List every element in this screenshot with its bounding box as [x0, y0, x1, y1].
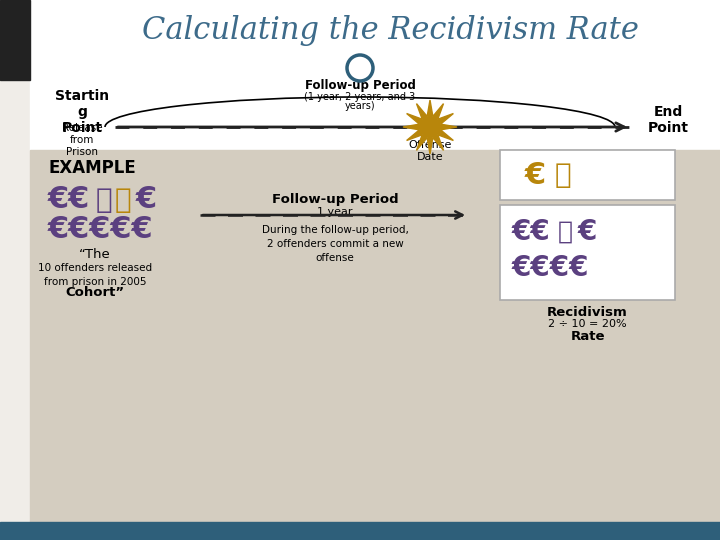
Text: (1 year, 2 years, and 3: (1 year, 2 years, and 3: [305, 92, 415, 102]
Text: €€: €€: [48, 186, 90, 214]
Bar: [500, 150, 675, 200]
Text: €€: €€: [512, 218, 551, 246]
Text: ⛹: ⛹: [96, 186, 112, 214]
Bar: [30, 150, 720, 522]
Text: ⛹: ⛹: [558, 220, 573, 244]
Text: End
Point: End Point: [647, 105, 688, 135]
Text: €€€€: €€€€: [512, 254, 590, 282]
Text: ⛹: ⛹: [554, 161, 571, 189]
Text: 2 ÷ 10 = 20%: 2 ÷ 10 = 20%: [548, 319, 627, 329]
Bar: [30, 0, 720, 150]
Bar: [0, 522, 720, 540]
Text: €: €: [578, 218, 598, 246]
Text: 1 year: 1 year: [318, 207, 353, 217]
Text: €€€€€: €€€€€: [48, 215, 153, 245]
Text: Calculating the Recidivism Rate: Calculating the Recidivism Rate: [142, 15, 639, 45]
Text: “The: “The: [79, 248, 111, 261]
Text: Cohort”: Cohort”: [66, 286, 125, 299]
Circle shape: [347, 55, 373, 81]
Text: Recidivism: Recidivism: [547, 306, 628, 319]
Text: ⛹: ⛹: [115, 186, 132, 214]
Text: 10 offenders released
from prison in 2005: 10 offenders released from prison in 200…: [38, 264, 152, 287]
Text: Release
from
Prison: Release from Prison: [62, 123, 102, 157]
Polygon shape: [403, 100, 457, 154]
Bar: [500, 205, 675, 300]
Text: Startin
g
Point: Startin g Point: [55, 89, 109, 135]
Text: €: €: [524, 160, 546, 190]
Bar: [0, 0, 30, 80]
Text: Follow-up Period: Follow-up Period: [305, 78, 415, 91]
Text: Offense
Date: Offense Date: [408, 140, 451, 162]
Text: Rate: Rate: [570, 329, 605, 342]
Text: €: €: [136, 186, 157, 214]
Text: EXAMPLE: EXAMPLE: [48, 159, 136, 177]
Text: Follow-up Period: Follow-up Period: [271, 193, 398, 206]
Circle shape: [351, 59, 369, 77]
Text: During the follow-up period,
2 offenders commit a new
offense: During the follow-up period, 2 offenders…: [261, 225, 408, 263]
Text: years): years): [345, 101, 375, 111]
